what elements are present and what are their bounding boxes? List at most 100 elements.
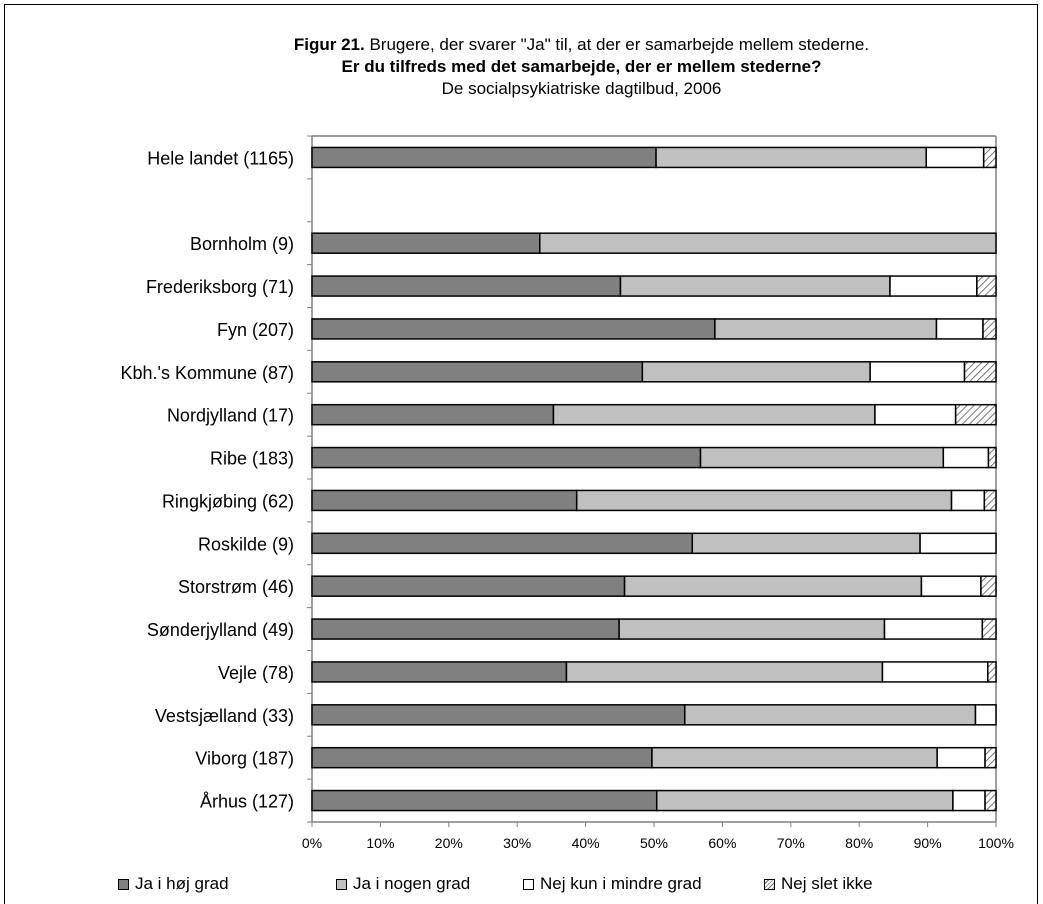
bar-segment xyxy=(925,146,985,169)
bar-segment xyxy=(950,489,986,512)
bar-segment xyxy=(311,489,578,512)
y-category-label: Vestsjælland (33) xyxy=(155,706,294,726)
bar-segment xyxy=(987,446,997,469)
chart-subtitle: Er du tilfreds med det samarbejde, der e… xyxy=(341,57,822,76)
bar-segment xyxy=(311,661,568,683)
x-tick-label: 90% xyxy=(914,835,942,851)
bar-segment xyxy=(311,146,657,169)
x-tick-label: 20% xyxy=(435,835,463,851)
bar-segment xyxy=(952,789,986,812)
bar-segment xyxy=(311,618,620,640)
bar-segment xyxy=(311,704,686,726)
bar-segment xyxy=(889,275,978,297)
bar-segment xyxy=(874,403,957,426)
x-tick-label: 30% xyxy=(503,835,531,851)
bar-segment xyxy=(655,146,927,169)
legend-label: Ja i høj grad xyxy=(135,874,229,893)
y-category-label: Nordjylland (17) xyxy=(167,406,294,426)
bar-segment xyxy=(980,575,997,597)
legend-label: Nej slet ikke xyxy=(781,874,873,893)
chart-title-line: Figur 21. Brugere, der svarer "Ja" til, … xyxy=(0,34,1043,56)
bar-segment xyxy=(963,361,997,383)
x-tick-label: 40% xyxy=(572,835,600,851)
y-category-label: Ringkjøbing (62) xyxy=(162,491,294,511)
y-category-label: Sønderjylland (49) xyxy=(147,620,294,640)
bar-segment xyxy=(311,318,716,340)
bar-segment xyxy=(981,618,997,640)
bar-segment xyxy=(311,746,653,769)
legend-label: Ja i nogen grad xyxy=(353,874,471,893)
y-category-label: Vejle (78) xyxy=(218,663,294,683)
bar-segment xyxy=(976,275,997,297)
bar-segment xyxy=(655,789,954,812)
bar-segment xyxy=(714,318,938,340)
bar-segment xyxy=(954,403,997,426)
bar-segment xyxy=(935,318,984,340)
chart-title: Brugere, der svarer "Ja" til, at der er … xyxy=(364,35,870,54)
bar-segment xyxy=(311,232,541,254)
legend-label: Nej kun i mindre grad xyxy=(540,874,702,893)
bar-segment xyxy=(641,361,871,383)
bar-segment xyxy=(565,661,884,683)
y-category-label: Kbh.'s Kommune (87) xyxy=(120,363,294,383)
x-tick-label: 10% xyxy=(366,835,394,851)
y-category-label: Århus (127) xyxy=(200,792,294,812)
bar-segment xyxy=(311,532,694,555)
y-category-label: Viborg (187) xyxy=(195,749,294,769)
bar-segment xyxy=(552,403,876,426)
x-tick-label: 100% xyxy=(978,835,1014,851)
bar-segment xyxy=(920,575,982,597)
bar-segment xyxy=(984,746,997,769)
bar-segment xyxy=(311,403,555,426)
bar-segment xyxy=(311,275,622,297)
bar-segment xyxy=(691,532,921,555)
bar-segment xyxy=(539,232,997,254)
bar-segment xyxy=(311,789,658,812)
bar-segment xyxy=(982,146,997,169)
legend-swatch xyxy=(523,878,534,890)
bar-segment xyxy=(983,489,997,512)
bar-segment xyxy=(883,618,984,640)
bar-segment xyxy=(575,489,953,512)
y-category-label: Frederiksborg (71) xyxy=(146,277,294,297)
y-category-label: Bornholm (9) xyxy=(190,234,294,254)
bar-segment xyxy=(311,446,702,469)
legend-item-nej-kun-i-mindre-grad: Nej kun i mindre grad xyxy=(523,874,702,894)
chart-subtitle2: De socialpsykiatriske dagtilbud, 2006 xyxy=(441,79,722,98)
bar-segment xyxy=(651,746,938,769)
x-tick-label: 80% xyxy=(845,835,873,851)
bar-segment xyxy=(881,661,989,683)
bar-segment xyxy=(684,704,977,726)
bar-segment xyxy=(869,361,966,383)
bar-segment xyxy=(984,789,997,812)
x-tick-label: 70% xyxy=(777,835,805,851)
chart-subtitle-line: Er du tilfreds med det samarbejde, der e… xyxy=(0,56,1043,78)
legend-item-ja-i-hoej-grad: Ja i høj grad xyxy=(118,874,229,894)
bar-segment xyxy=(699,446,945,469)
legend-swatch xyxy=(118,878,129,890)
bar-segment xyxy=(936,746,986,769)
chart-title-prefix: Figur 21. xyxy=(293,35,365,54)
bar-segment xyxy=(942,446,990,469)
legend-swatch xyxy=(336,878,347,890)
legend-item-nej-slet-ikke: Nej slet ikke xyxy=(764,874,873,894)
y-category-label: Hele landet (1165) xyxy=(147,148,294,168)
y-category-label: Roskilde (9) xyxy=(198,534,294,554)
bar-segment xyxy=(982,318,997,340)
legend-swatch xyxy=(764,878,775,890)
y-category-label: Storstrøm (46) xyxy=(178,577,294,597)
y-category-label: Fyn (207) xyxy=(217,320,294,340)
bar-segment xyxy=(311,575,626,597)
bar-segment xyxy=(311,361,644,383)
x-tick-label: 50% xyxy=(640,835,668,851)
bar-segment xyxy=(987,661,997,683)
y-category-label: Ribe (183) xyxy=(210,449,294,469)
bar-segment xyxy=(623,575,923,597)
bar-segment xyxy=(919,532,997,555)
bar-segment xyxy=(618,618,886,640)
chart-titles: Figur 21. Brugere, der svarer "Ja" til, … xyxy=(0,34,1043,100)
x-tick-label: 0% xyxy=(302,835,322,851)
legend-item-ja-i-nogen-grad: Ja i nogen grad xyxy=(336,874,470,894)
bar-segment xyxy=(619,275,891,297)
